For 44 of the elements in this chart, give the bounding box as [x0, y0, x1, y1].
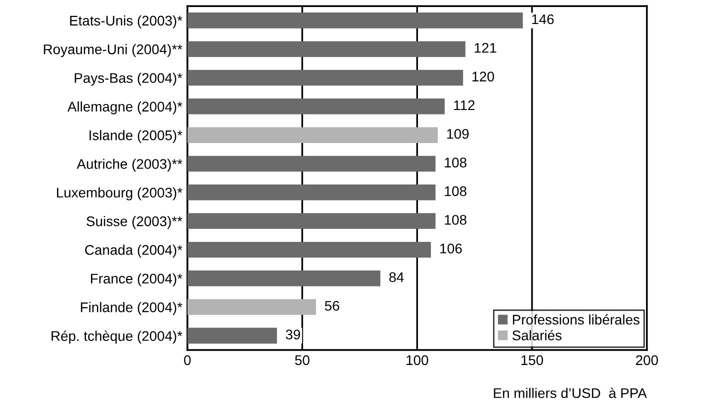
x-axis-title: En milliers d’USD à PPA — [494, 388, 647, 398]
bar — [187, 270, 380, 286]
bar — [187, 156, 436, 172]
bar — [187, 70, 464, 86]
x-tick-label: 50 — [295, 355, 310, 366]
y-tick-label: Royaume-Uni (2004)** — [44, 44, 182, 58]
data-label: 84 — [389, 272, 404, 282]
bar — [187, 299, 316, 315]
data-label: 108 — [444, 214, 466, 225]
x-tick-label: 0 — [184, 355, 191, 366]
y-tick-label: Pays-Bas (2004)* — [74, 72, 182, 86]
bar — [187, 213, 436, 229]
data-label: 121 — [474, 42, 496, 53]
data-label: 109 — [447, 128, 469, 139]
x-tick-label: 100 — [406, 355, 428, 366]
data-label: 112 — [454, 100, 474, 110]
bar — [187, 242, 431, 258]
x-tick-label: 200 — [636, 355, 658, 366]
x-tick-label: 150 — [521, 355, 544, 366]
bar — [187, 12, 523, 28]
y-tick-label: Allemagne (2004)* — [67, 101, 182, 114]
y-tick-label: Etats-Unis (2003)* — [70, 15, 182, 28]
bar — [187, 184, 436, 200]
y-tick-label: France (2004)* — [91, 273, 182, 286]
y-tick-label: Islande (2005)* — [90, 130, 182, 143]
data-label: 146 — [532, 14, 554, 24]
bar — [187, 98, 445, 114]
y-tick-label: Rép. tchèque (2004)* — [52, 330, 182, 344]
data-label: 108 — [444, 158, 466, 168]
y-tick-label: Autriche (2003)** — [76, 158, 182, 172]
data-label: 108 — [444, 186, 466, 196]
y-tick-label: Luxembourg (2003)* — [57, 187, 182, 200]
legend-label: Salariés — [512, 330, 562, 340]
y-tick-label: Canada (2004)* — [85, 244, 182, 258]
data-label: 106 — [440, 244, 462, 254]
bar — [187, 328, 277, 344]
bar — [187, 41, 466, 57]
y-tick-label: Finlande (2004)* — [80, 302, 182, 315]
legend-label: Professions libérales — [512, 314, 640, 325]
data-label: 39 — [286, 330, 300, 340]
y-tick-label: Suisse (2003)** — [86, 216, 182, 229]
data-label: 56 — [324, 300, 340, 311]
data-label: 120 — [472, 72, 494, 82]
bar — [187, 127, 438, 143]
